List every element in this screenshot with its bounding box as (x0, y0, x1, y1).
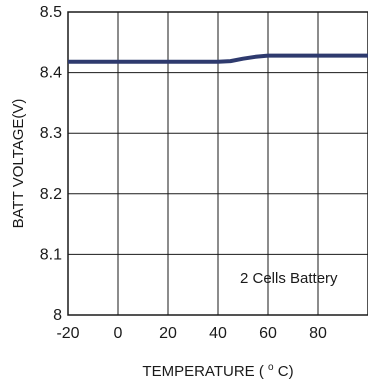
y-axis-label: BATT VOLTAGE(V) (10, 99, 27, 229)
series-layer (68, 53, 368, 64)
x-tick-label: 60 (259, 325, 277, 342)
x-axis-label: TEMPERATURE ( o C) (142, 357, 293, 380)
y-tick-labels: 8 8.1 8.2 8.3 8.4 8.5 (40, 4, 62, 324)
x-tick-label: 80 (309, 325, 327, 342)
y-tick-label: 8.1 (40, 246, 62, 263)
x-tick-labels: -20 0 20 40 60 80 (56, 325, 327, 342)
plot-frame (67, 11, 368, 316)
x-tick-label: 40 (209, 325, 227, 342)
x-axis-label-unit-close: C) (278, 363, 294, 380)
x-axis-label-name: TEMPERATURE (142, 363, 254, 380)
x-axis-label-unit-degree: o (268, 362, 274, 373)
y-tick-label: 8.4 (40, 65, 62, 82)
series-line-0 (68, 53, 368, 64)
x-tick-label: -20 (56, 325, 79, 342)
x-tick-label: 0 (114, 325, 123, 342)
x-tick-label: 20 (159, 325, 177, 342)
x-axis-label-unit-open: ( (259, 363, 264, 380)
y-tick-label: 8 (53, 307, 62, 324)
annotation: 2 Cells Battery (240, 270, 338, 287)
y-tick-label: 8.2 (40, 186, 62, 203)
y-tick-label: 8.5 (40, 4, 62, 21)
y-tick-label: 8.3 (40, 125, 62, 142)
